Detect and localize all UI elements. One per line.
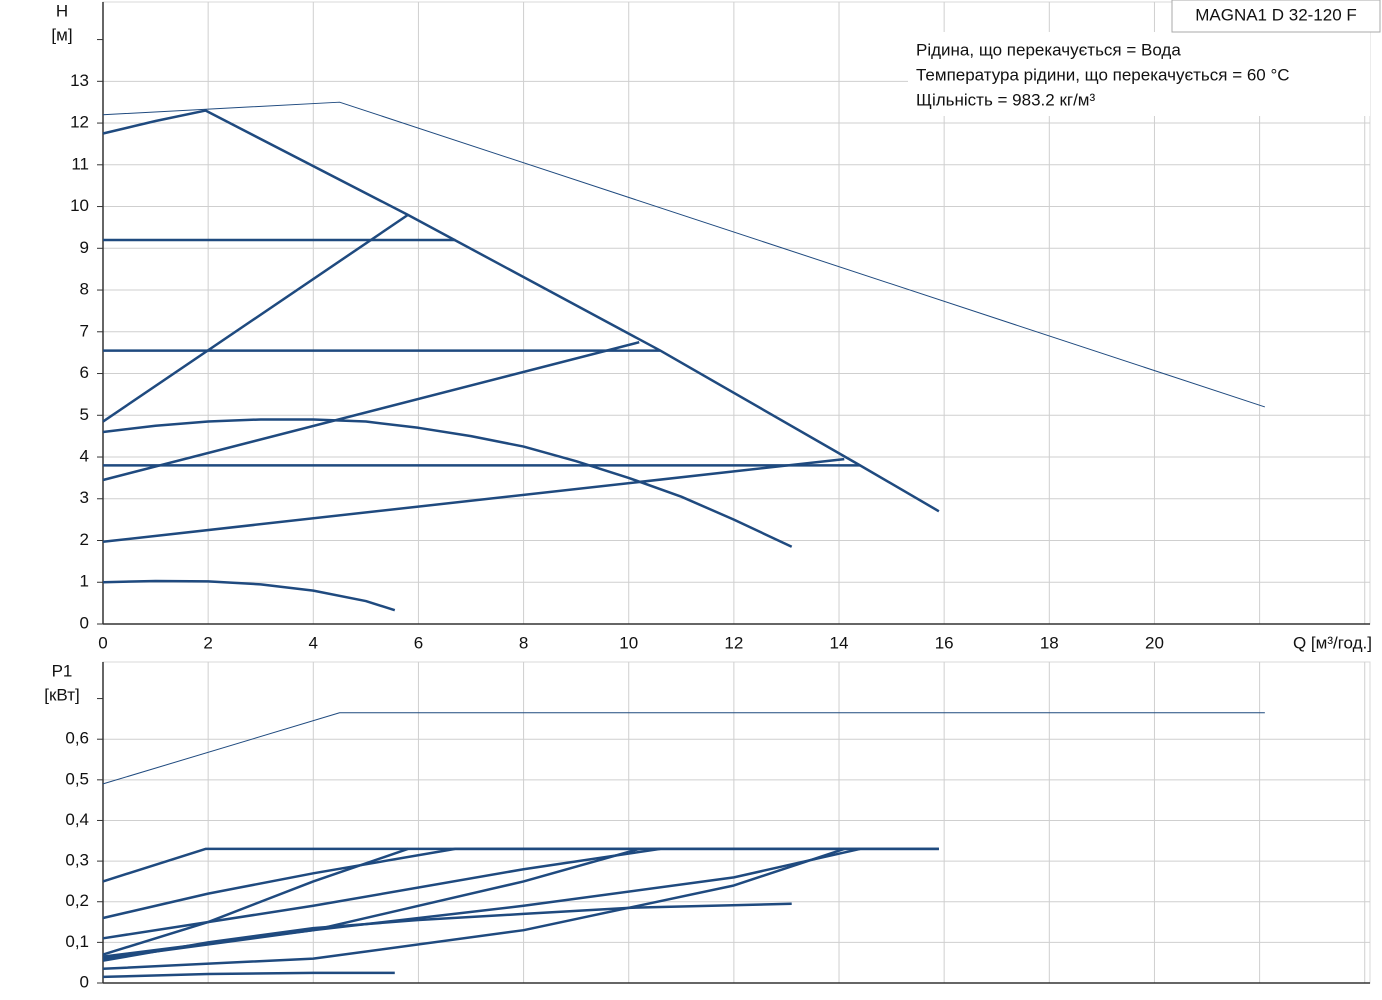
annotation: Щільність = 983.2 кг/м³ xyxy=(916,90,1095,109)
curve xyxy=(102,213,409,423)
y-tick-label: 0,2 xyxy=(65,891,89,910)
x-tick-label: 2 xyxy=(203,633,212,652)
curve xyxy=(102,847,661,940)
y-tick-label: 2 xyxy=(80,530,89,549)
y-tick-label: 8 xyxy=(80,280,89,299)
curve xyxy=(102,101,1266,408)
x-tick-label: 0 xyxy=(98,633,107,652)
y-tick-label: 9 xyxy=(80,238,89,257)
curve xyxy=(102,847,861,958)
x-tick-label: 14 xyxy=(830,633,849,652)
title-box xyxy=(1171,0,1381,33)
curve xyxy=(102,902,792,962)
y-tick-label: 0,6 xyxy=(65,729,89,748)
annotation: Температура рідини, що перекачується = 6… xyxy=(916,65,1290,84)
y-tick-label: 13 xyxy=(70,71,89,90)
x-tick-label: 20 xyxy=(1145,633,1164,652)
y-tick-label: 0,3 xyxy=(65,851,89,870)
x-tick-label: 6 xyxy=(414,633,423,652)
curve xyxy=(102,418,793,548)
y-tick-label: 0 xyxy=(80,613,89,632)
y-tick-label: 0,1 xyxy=(65,932,89,951)
x-tick-label: 10 xyxy=(619,633,638,652)
y-tick-label: 7 xyxy=(80,321,89,340)
curve xyxy=(102,847,845,971)
y-tick-label: 0 xyxy=(80,972,89,991)
x-tick-label: 8 xyxy=(519,633,528,652)
annotation: Рідина, що перекачується = Вода xyxy=(916,40,1181,59)
curve xyxy=(102,341,640,482)
y-tick-label: 4 xyxy=(80,447,89,466)
y-axis-label: [кВт] xyxy=(44,685,79,704)
chart-title: MAGNA1 D 32-120 F xyxy=(1195,5,1357,24)
x-tick-label: 16 xyxy=(935,633,954,652)
curve xyxy=(102,847,409,956)
x-tick-label: 18 xyxy=(1040,633,1059,652)
x-axis-label: Q [м³/год.] xyxy=(1293,633,1372,652)
y-tick-label: 1 xyxy=(80,572,89,591)
curve xyxy=(102,971,395,979)
y-tick-label: 6 xyxy=(80,363,89,382)
y-tick-label: 5 xyxy=(80,405,89,424)
y-tick-label: 3 xyxy=(80,488,89,507)
y-tick-label: 0,5 xyxy=(65,769,89,788)
curve xyxy=(102,579,396,612)
y-tick-label: 11 xyxy=(71,154,89,173)
y-axis-label: P1 xyxy=(52,661,73,680)
y-tick-label: 12 xyxy=(70,113,89,132)
curve xyxy=(102,712,1265,785)
x-tick-label: 4 xyxy=(309,633,318,652)
x-tick-label: 12 xyxy=(724,633,743,652)
curve xyxy=(102,457,845,544)
y-axis-label: [м] xyxy=(51,25,72,44)
y-tick-label: 0,4 xyxy=(65,810,89,829)
y-axis-label: H xyxy=(56,1,68,20)
curve xyxy=(102,847,939,920)
y-tick-label: 10 xyxy=(70,196,89,215)
annotation-box xyxy=(908,32,1370,116)
